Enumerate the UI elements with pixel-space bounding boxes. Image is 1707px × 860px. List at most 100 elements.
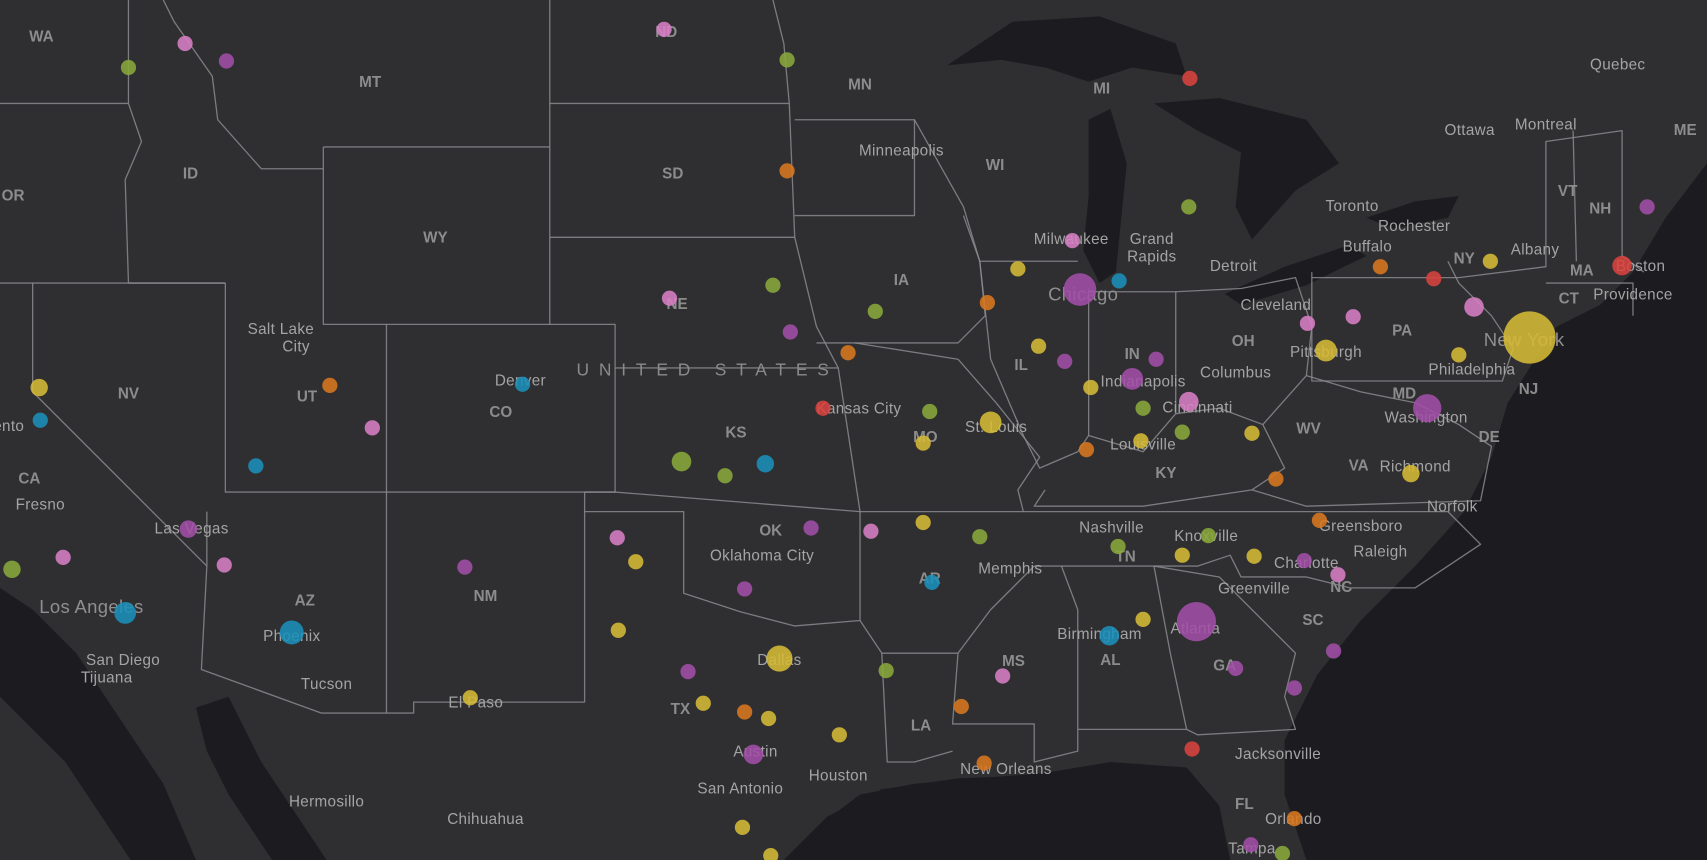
data-point-yellow[interactable] xyxy=(1503,311,1556,364)
data-point-purple[interactable] xyxy=(1325,643,1342,659)
data-point-green[interactable] xyxy=(867,303,883,319)
data-point-yellow[interactable] xyxy=(610,622,626,638)
data-point-yellow[interactable] xyxy=(760,710,777,727)
data-point-pink[interactable] xyxy=(609,530,625,546)
data-point-pink[interactable] xyxy=(364,420,380,436)
data-point-blue[interactable] xyxy=(924,574,940,591)
data-point-blue[interactable] xyxy=(1111,273,1127,289)
data-point-yellow[interactable] xyxy=(1451,347,1467,363)
data-point-yellow[interactable] xyxy=(1244,425,1260,441)
data-point-yellow[interactable] xyxy=(628,554,644,570)
data-point-purple[interactable] xyxy=(457,559,473,575)
data-point-pink[interactable] xyxy=(661,290,678,306)
data-point-yellow[interactable] xyxy=(734,819,751,835)
data-point-purple[interactable] xyxy=(1296,553,1312,569)
data-point-pink[interactable] xyxy=(863,523,879,539)
data-point-blue[interactable] xyxy=(1099,625,1120,646)
data-point-green[interactable] xyxy=(1110,538,1126,555)
data-point-orange[interactable] xyxy=(840,345,856,361)
data-point-yellow[interactable] xyxy=(1083,379,1099,396)
data-point-yellow[interactable] xyxy=(1030,338,1047,354)
data-point-pink[interactable] xyxy=(177,35,193,52)
data-point-pink[interactable] xyxy=(1330,567,1346,583)
data-point-pink[interactable] xyxy=(1464,297,1484,317)
data-point-purple[interactable] xyxy=(737,581,753,597)
data-point-green[interactable] xyxy=(922,403,938,420)
data-point-red[interactable] xyxy=(1182,70,1198,86)
data-point-blue[interactable] xyxy=(248,458,264,474)
data-point-yellow[interactable] xyxy=(1246,548,1262,564)
data-point-yellow[interactable] xyxy=(695,695,711,711)
data-point-blue[interactable] xyxy=(514,376,531,392)
data-point-green[interactable] xyxy=(1135,400,1151,416)
data-point-orange[interactable] xyxy=(779,163,795,179)
data-point-purple[interactable] xyxy=(1286,680,1303,696)
data-point-green[interactable] xyxy=(765,277,781,293)
data-point-pink[interactable] xyxy=(55,549,71,565)
data-point-green[interactable] xyxy=(1200,527,1217,544)
data-point-yellow[interactable] xyxy=(766,645,793,672)
data-point-yellow[interactable] xyxy=(1135,611,1151,628)
data-point-yellow[interactable] xyxy=(915,435,931,451)
data-point-purple[interactable] xyxy=(1063,273,1097,306)
data-point-yellow[interactable] xyxy=(1315,339,1337,362)
data-point-green[interactable] xyxy=(878,662,894,679)
data-point-purple[interactable] xyxy=(1227,660,1244,677)
data-point-yellow[interactable] xyxy=(915,514,931,531)
data-point-purple[interactable] xyxy=(179,520,198,538)
data-point-purple[interactable] xyxy=(1057,353,1073,370)
data-point-blue[interactable] xyxy=(114,602,137,624)
data-point-yellow[interactable] xyxy=(462,690,478,706)
data-point-green[interactable] xyxy=(1274,845,1291,860)
data-point-purple[interactable] xyxy=(743,744,764,765)
data-point-yellow[interactable] xyxy=(831,727,847,743)
data-point-yellow[interactable] xyxy=(763,848,779,860)
data-point-orange[interactable] xyxy=(976,755,992,771)
data-point-pink[interactable] xyxy=(1064,232,1080,249)
data-point-blue[interactable] xyxy=(279,620,304,645)
data-point-red[interactable] xyxy=(815,400,831,416)
data-point-red[interactable] xyxy=(1612,255,1632,276)
data-point-yellow[interactable] xyxy=(979,411,1002,434)
data-point-green[interactable] xyxy=(3,560,21,579)
data-point-orange[interactable] xyxy=(737,704,753,720)
data-point-orange[interactable] xyxy=(1078,441,1095,458)
data-point-pink[interactable] xyxy=(1345,309,1361,325)
data-point-yellow[interactable] xyxy=(30,378,48,397)
data-point-red[interactable] xyxy=(1426,271,1442,287)
data-point-orange[interactable] xyxy=(1268,471,1284,487)
data-point-purple[interactable] xyxy=(1413,394,1442,423)
data-point-purple[interactable] xyxy=(1176,602,1217,642)
data-point-red[interactable] xyxy=(1184,741,1200,757)
data-point-pink[interactable] xyxy=(995,668,1011,684)
data-point-purple[interactable] xyxy=(218,53,235,69)
data-point-yellow[interactable] xyxy=(1133,433,1149,449)
data-point-orange[interactable] xyxy=(953,698,969,715)
data-point-purple[interactable] xyxy=(680,664,696,680)
data-point-yellow[interactable] xyxy=(1402,464,1420,483)
data-point-yellow[interactable] xyxy=(1482,253,1498,269)
data-point-purple[interactable] xyxy=(1243,837,1259,853)
data-point-purple[interactable] xyxy=(1121,367,1144,390)
data-point-purple[interactable] xyxy=(782,324,798,340)
data-point-yellow[interactable] xyxy=(1010,261,1026,277)
data-point-orange[interactable] xyxy=(1286,811,1303,827)
data-point-orange[interactable] xyxy=(1372,259,1389,275)
data-point-pink[interactable] xyxy=(656,21,672,38)
data-point-yellow[interactable] xyxy=(1174,547,1190,563)
data-point-green[interactable] xyxy=(779,52,795,68)
data-point-green[interactable] xyxy=(120,59,137,76)
data-point-orange[interactable] xyxy=(979,295,996,311)
data-point-green[interactable] xyxy=(717,468,733,484)
data-point-purple[interactable] xyxy=(1639,199,1655,215)
data-point-green[interactable] xyxy=(1174,424,1190,440)
data-point-orange[interactable] xyxy=(1311,512,1328,528)
data-point-purple[interactable] xyxy=(1148,351,1164,367)
data-point-green[interactable] xyxy=(1181,199,1197,215)
data-point-blue[interactable] xyxy=(756,455,775,473)
data-point-pink[interactable] xyxy=(216,557,232,573)
data-point-green[interactable] xyxy=(671,451,692,472)
data-point-blue[interactable] xyxy=(32,412,48,428)
data-point-purple[interactable] xyxy=(803,520,819,536)
